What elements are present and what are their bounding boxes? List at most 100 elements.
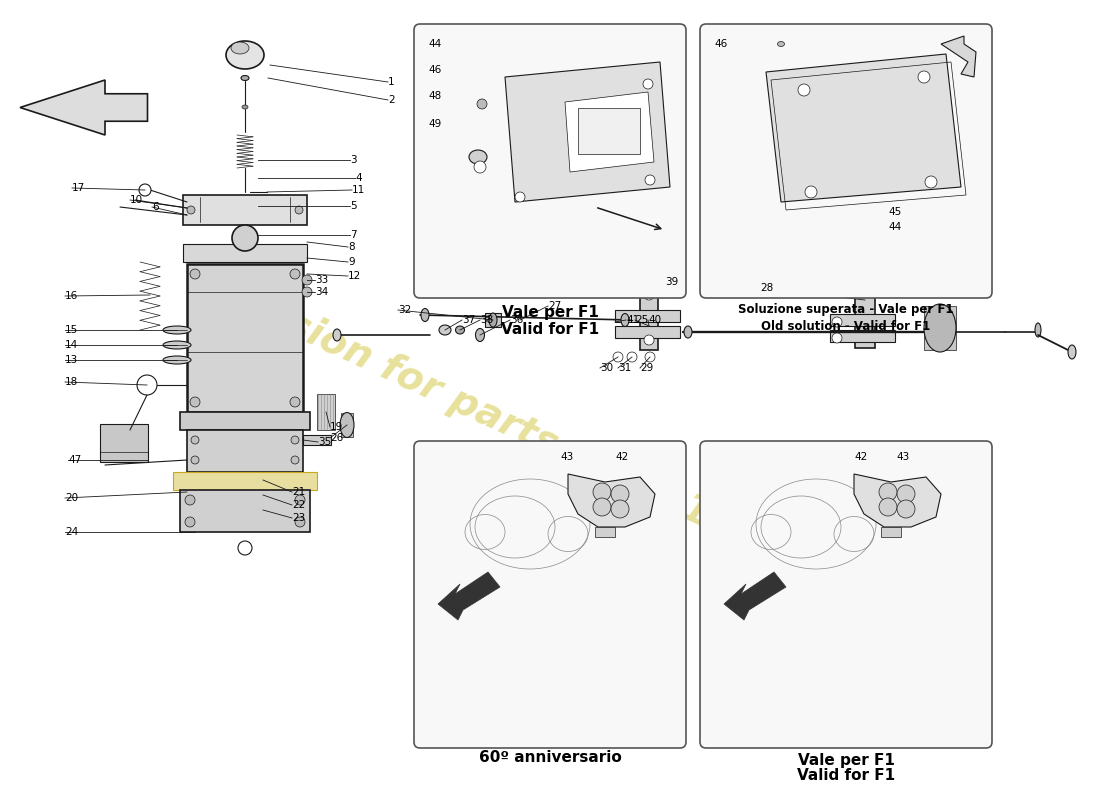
Text: 3: 3 [350,155,356,165]
Text: 12: 12 [348,271,361,281]
Bar [302,435,331,445]
Bar [615,326,680,338]
Circle shape [295,206,302,214]
Ellipse shape [475,329,484,342]
Bar [180,412,310,430]
Text: 24: 24 [65,527,78,537]
Circle shape [138,375,157,395]
Text: 7: 7 [350,230,356,240]
Polygon shape [565,92,654,172]
Text: 15: 15 [65,325,78,335]
Bar [615,310,680,322]
Circle shape [474,161,486,173]
Bar [183,244,307,262]
Circle shape [627,352,637,362]
Circle shape [302,287,312,297]
FancyBboxPatch shape [414,441,686,748]
Circle shape [190,269,200,279]
Circle shape [805,186,817,198]
Ellipse shape [226,41,264,69]
Circle shape [918,71,930,83]
Circle shape [644,79,653,89]
Text: passion for parts since 1965: passion for parts since 1965 [210,271,790,569]
Bar [640,285,658,350]
Bar [881,527,901,537]
Circle shape [832,317,842,327]
Text: Vale per F1: Vale per F1 [502,305,598,319]
Ellipse shape [778,42,784,46]
Text: 39: 39 [666,277,679,287]
Text: Valid for F1: Valid for F1 [500,322,600,338]
Circle shape [613,352,623,362]
Circle shape [645,352,654,362]
Text: 40: 40 [648,315,661,325]
Text: 46: 46 [714,39,727,49]
Text: 2: 2 [388,95,395,105]
Text: 49: 49 [428,119,441,129]
Circle shape [593,498,611,516]
Text: 31: 31 [618,363,631,373]
Ellipse shape [242,105,248,109]
Bar [187,430,302,472]
Circle shape [187,206,195,214]
Ellipse shape [926,326,934,338]
Circle shape [185,495,195,505]
Text: 13: 13 [65,355,78,365]
Text: 37: 37 [462,315,475,325]
Polygon shape [568,474,654,527]
Circle shape [879,483,896,501]
Text: 5: 5 [350,201,356,211]
Text: 60º anniversario: 60º anniversario [478,750,622,765]
Text: 32: 32 [398,305,411,315]
Ellipse shape [241,75,249,81]
Circle shape [302,275,312,285]
Circle shape [593,483,611,501]
Text: 18: 18 [65,377,78,387]
Text: 10: 10 [130,195,143,205]
Ellipse shape [421,309,429,322]
Polygon shape [505,62,670,202]
Circle shape [896,485,915,503]
Text: 44: 44 [888,222,901,232]
Ellipse shape [1035,323,1041,337]
Text: 35: 35 [318,437,331,447]
Circle shape [644,269,654,281]
Circle shape [191,456,199,464]
Circle shape [190,397,200,407]
Ellipse shape [490,313,497,327]
Circle shape [295,517,305,527]
Polygon shape [854,474,940,527]
Bar [187,264,302,412]
Circle shape [610,500,629,518]
Ellipse shape [163,326,191,334]
Text: 36: 36 [510,315,524,325]
Circle shape [238,541,252,555]
Ellipse shape [163,356,191,364]
Bar [173,472,317,490]
Text: Soluzione superata - Vale per F1: Soluzione superata - Vale per F1 [738,303,954,317]
Text: 46: 46 [428,65,441,75]
Ellipse shape [231,42,249,54]
Text: 43: 43 [560,452,573,462]
Text: 25: 25 [635,315,648,325]
Text: 34: 34 [315,287,328,297]
Text: 26: 26 [330,433,343,443]
Text: 43: 43 [896,452,910,462]
Ellipse shape [333,329,341,341]
Bar [830,330,895,342]
Text: 30: 30 [600,363,613,373]
Polygon shape [20,80,147,135]
Text: 9: 9 [348,257,354,267]
Text: 11: 11 [352,185,365,195]
Text: 28: 28 [760,283,773,293]
Circle shape [645,175,654,185]
Ellipse shape [455,326,464,334]
Circle shape [292,436,299,444]
Bar [485,313,501,327]
Ellipse shape [621,314,629,326]
Circle shape [185,517,195,527]
Circle shape [515,192,525,202]
Circle shape [644,290,654,300]
Bar [924,306,956,350]
Text: 47: 47 [68,455,81,465]
